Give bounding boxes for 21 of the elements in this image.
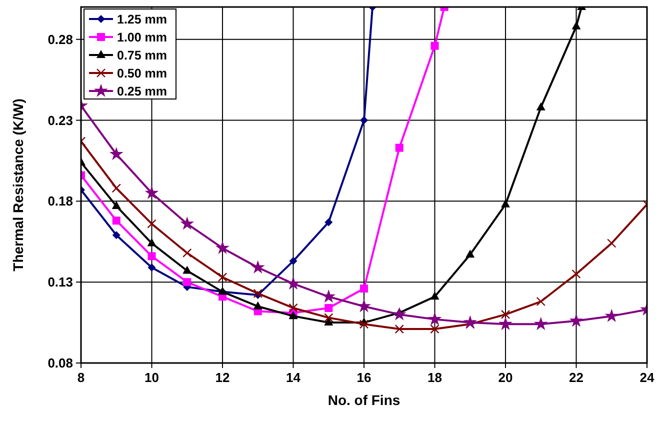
x-tick-label: 16 [356,370,372,385]
legend-label: 0.50 mm [117,66,168,80]
x-tick-label: 18 [428,370,442,385]
x-tick-label: 12 [215,370,230,385]
x-tick-label: 10 [144,370,159,385]
y-tick-label: 0.23 [48,112,73,128]
legend-label: 1.25 mm [117,12,168,26]
legend-label: 1.00 mm [117,30,168,44]
x-tick-label: 14 [286,370,302,385]
y-tick-label: 0.18 [48,194,73,209]
y-tick-label: 0.08 [48,356,73,370]
x-tick-label: 22 [569,370,584,385]
x-tick-label: 20 [498,370,513,385]
y-axis-title: Thermal Resistance (K/W) [10,98,26,272]
legend-label: 0.75 mm [117,48,168,62]
y-tick-label: 0.28 [48,32,73,47]
x-axis-title: No. of Fins [328,392,400,408]
x-tick-label: 24 [640,370,655,385]
x-tick-label: 8 [77,370,85,385]
y-tick-label: 0.13 [48,274,73,290]
legend-label: 0.25 mm [117,84,168,98]
